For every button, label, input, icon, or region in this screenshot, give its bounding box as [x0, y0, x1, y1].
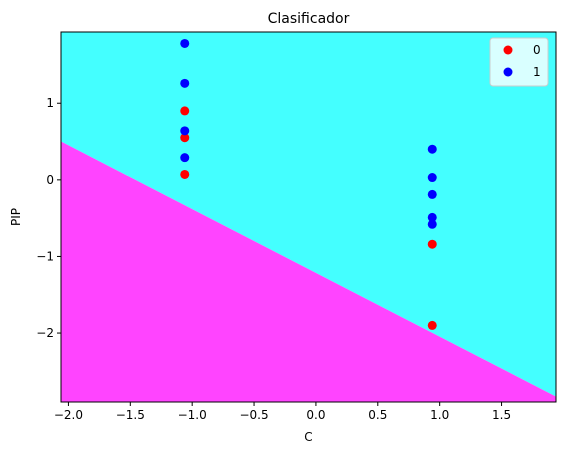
data-point-class-0: [180, 106, 190, 116]
legend-marker-0: [503, 45, 513, 55]
x-tick-label: −1.0: [178, 408, 207, 422]
legend-label-0: 0: [533, 43, 541, 57]
y-axis-label: PIP: [9, 208, 23, 226]
plot-area: [61, 32, 556, 403]
legend: 01: [489, 37, 549, 87]
x-axis: −2.0 −1.5 −1.0 −0.5 0.0 0.5 1.0 1.5: [54, 402, 511, 422]
legend-marker-1: [503, 67, 513, 77]
decision-region-class-1: [61, 32, 556, 397]
legend-label-1: 1: [533, 65, 541, 79]
data-point-class-0: [427, 320, 437, 330]
data-point-class-0: [180, 133, 190, 143]
y-tick-label: 0: [46, 173, 54, 187]
x-tick-label: 1.5: [492, 408, 511, 422]
data-point-class-1: [180, 126, 190, 136]
x-tick-label: −0.5: [239, 408, 268, 422]
x-tick-label: −2.0: [54, 408, 83, 422]
points-layer: [180, 38, 437, 330]
data-point-class-1: [180, 153, 190, 163]
data-point-class-0: [427, 239, 437, 249]
x-tick-label: 1.0: [430, 408, 449, 422]
plot-frame: [60, 31, 557, 403]
x-tick-label: 0.5: [368, 408, 387, 422]
y-tick-label: −1: [36, 249, 54, 263]
y-tick-label: 1: [46, 96, 54, 110]
data-point-class-1: [427, 189, 437, 199]
data-point-class-1: [427, 173, 437, 183]
x-tick-label: 0.0: [306, 408, 325, 422]
x-tick-label: −1.5: [116, 408, 145, 422]
y-axis: −2 −1 0 1: [36, 96, 61, 340]
data-point-class-0: [180, 169, 190, 179]
x-axis-label: C: [304, 430, 312, 444]
data-point-class-1: [427, 212, 437, 222]
chart-title: Clasificador: [268, 11, 350, 27]
data-point-class-1: [180, 38, 190, 48]
data-point-class-1: [180, 78, 190, 88]
decision-region-class-0: [61, 141, 556, 403]
y-tick-label: −2: [36, 326, 54, 340]
data-point-class-1: [427, 219, 437, 229]
data-point-class-1: [427, 144, 437, 154]
